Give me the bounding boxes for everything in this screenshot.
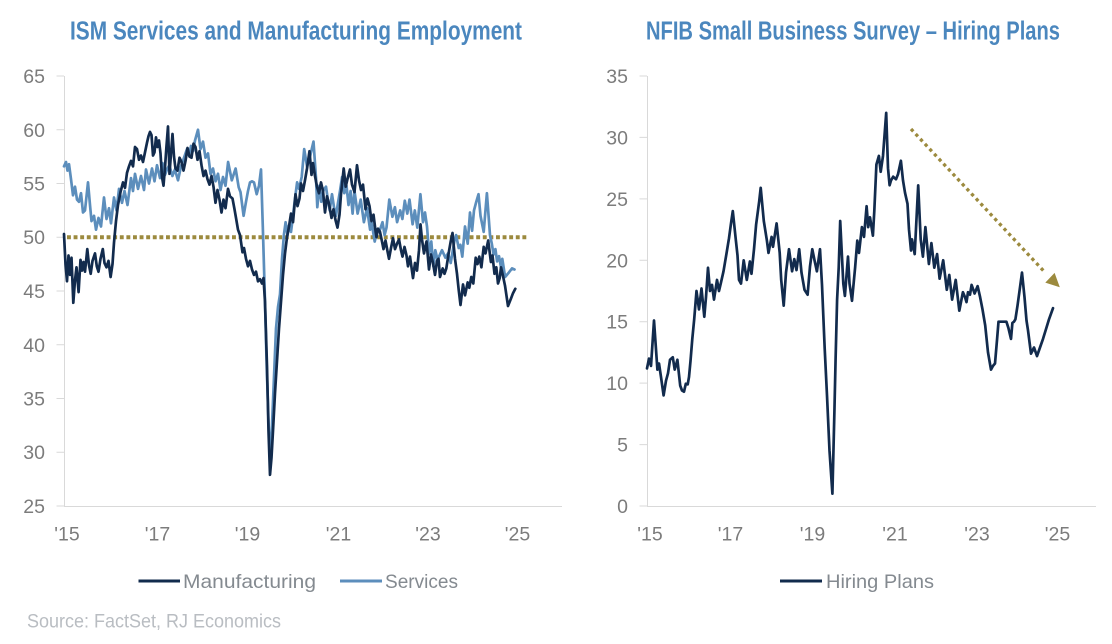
svg-text:10: 10 xyxy=(606,373,628,395)
svg-text:15: 15 xyxy=(606,312,628,334)
svg-text:0: 0 xyxy=(617,496,628,518)
svg-text:ISM Services and Manufacturing: ISM Services and Manufacturing Employmen… xyxy=(70,18,522,46)
svg-text:25: 25 xyxy=(23,496,45,518)
svg-text:35: 35 xyxy=(606,66,628,88)
svg-text:60: 60 xyxy=(23,120,45,142)
svg-text:'21: '21 xyxy=(882,524,907,546)
svg-text:'23: '23 xyxy=(415,524,440,546)
svg-text:20: 20 xyxy=(606,250,628,272)
svg-text:50: 50 xyxy=(23,227,45,249)
svg-text:Hiring Plans: Hiring Plans xyxy=(826,571,934,593)
svg-text:30: 30 xyxy=(23,442,45,464)
svg-text:55: 55 xyxy=(23,174,45,196)
svg-text:NFIB Small Business Survey – H: NFIB Small Business Survey – Hiring Plan… xyxy=(646,18,1060,46)
svg-text:'21: '21 xyxy=(326,524,351,546)
svg-text:'23: '23 xyxy=(964,524,989,546)
svg-text:40: 40 xyxy=(23,335,45,357)
svg-text:5: 5 xyxy=(617,435,628,457)
svg-text:'15: '15 xyxy=(637,524,663,546)
svg-text:'25: '25 xyxy=(505,524,531,546)
svg-text:65: 65 xyxy=(23,66,45,88)
svg-text:45: 45 xyxy=(23,281,45,303)
svg-text:'15: '15 xyxy=(54,524,80,546)
svg-text:Services: Services xyxy=(385,571,458,593)
svg-text:30: 30 xyxy=(606,127,628,149)
svg-text:'17: '17 xyxy=(718,524,743,546)
svg-text:Manufacturing: Manufacturing xyxy=(183,571,316,593)
svg-text:'25: '25 xyxy=(1045,524,1071,546)
svg-text:'17: '17 xyxy=(145,524,170,546)
svg-text:Source: FactSet, RJ Economics: Source: FactSet, RJ Economics xyxy=(27,611,281,633)
svg-text:'19: '19 xyxy=(235,524,260,546)
svg-text:35: 35 xyxy=(23,389,45,411)
svg-text:'19: '19 xyxy=(800,524,825,546)
svg-text:25: 25 xyxy=(606,189,628,211)
